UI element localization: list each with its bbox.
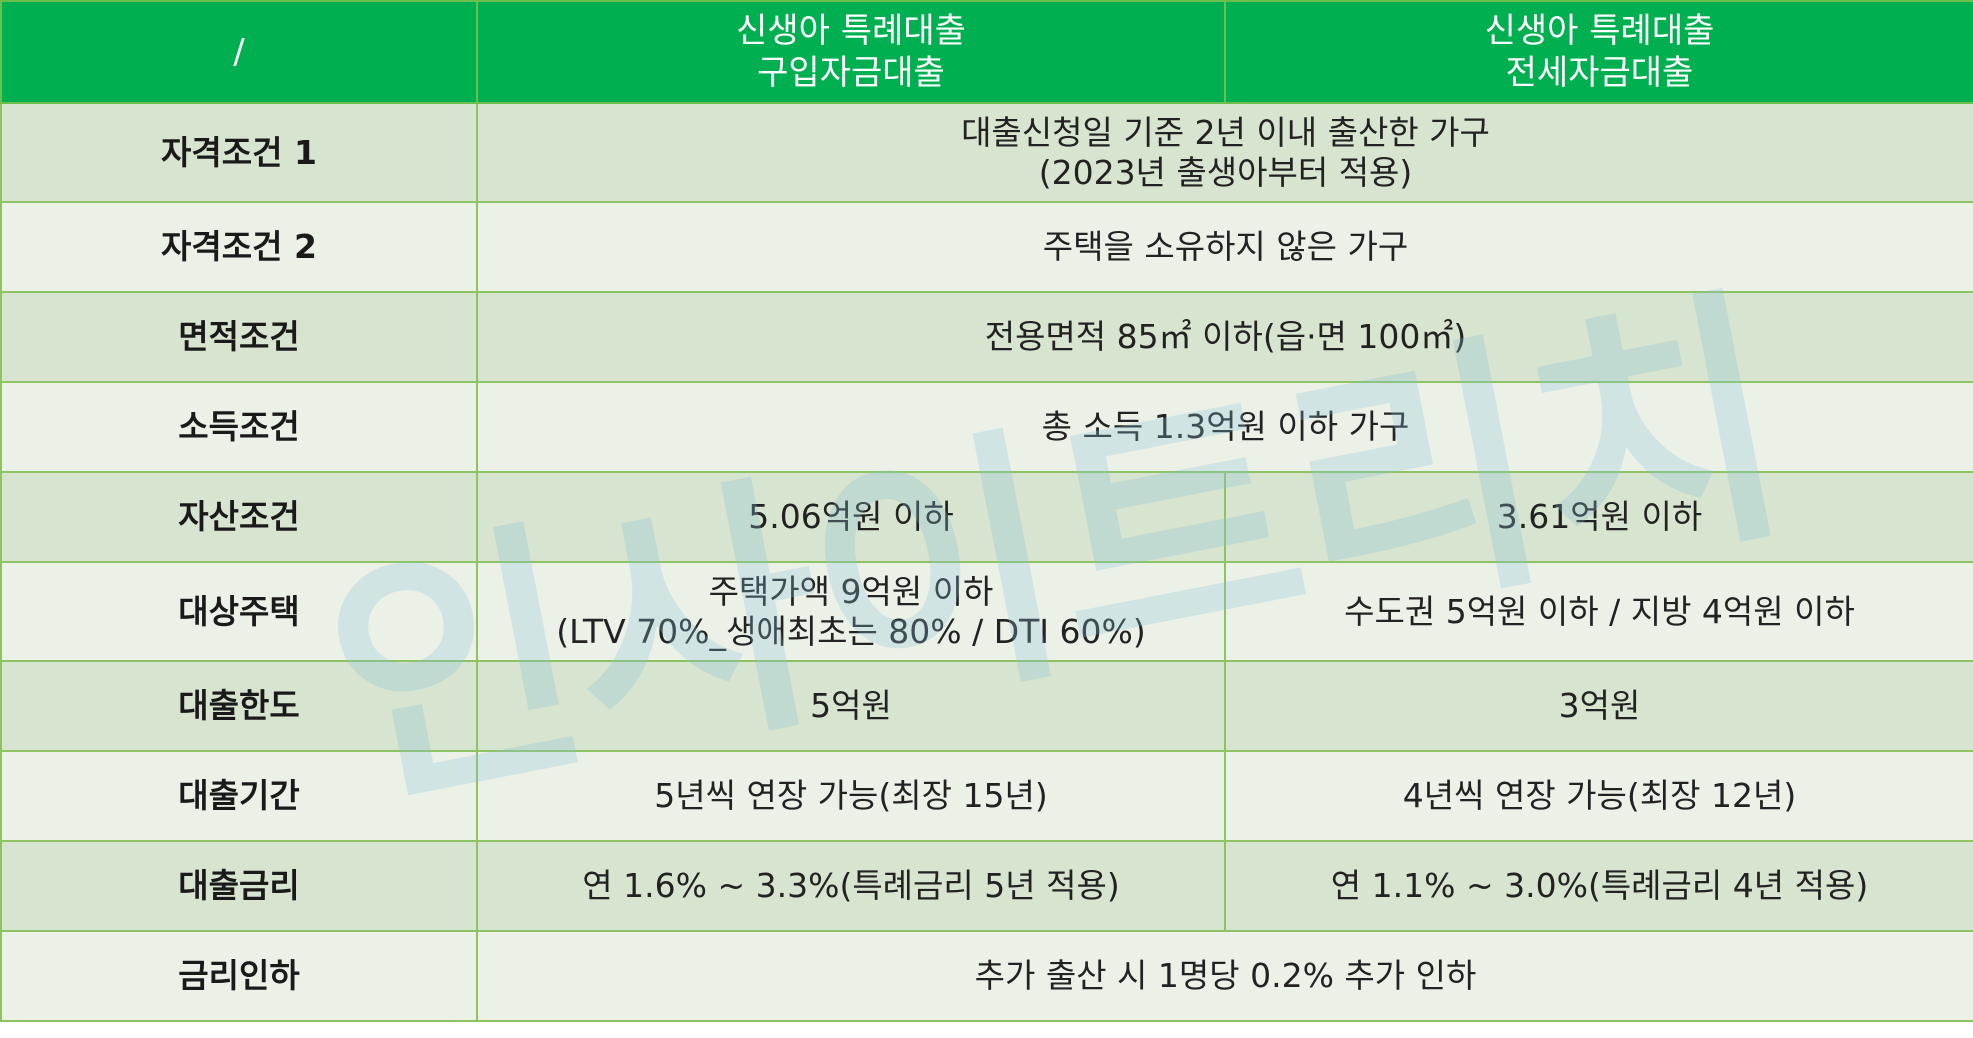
table-header: / 신생아 특례대출 구입자금대출 신생아 특례대출 전세자금대출 (0, 0, 1973, 104)
header-lease-line-1: 신생아 특례대출 (1484, 11, 1715, 51)
row-label: 대상주택 (0, 561, 478, 662)
row-label: 대출금리 (0, 840, 478, 932)
rate-purchase-value: 연 1.6% ~ 3.3%(특례금리 5년 적용) (476, 840, 1226, 932)
header-row: / 신생아 특례대출 구입자금대출 신생아 특례대출 전세자금대출 (0, 0, 1973, 104)
table-row-target-housing: 대상주택 주택가액 9억원 이하 (LTV 70%_생애최초는 80% / DT… (0, 561, 1973, 662)
row-label: 금리인하 (0, 930, 478, 1022)
qualification-1-line-2: (2023년 출생아부터 적용) (1038, 152, 1413, 192)
header-corner-cell: / (0, 0, 478, 104)
table-row-rate-cut: 금리인하 추가 출산 시 1명당 0.2% 추가 인하 (0, 930, 1973, 1022)
asset-lease-value: 3.61억원 이하 (1224, 471, 1973, 563)
table-row-loan-period: 대출기간 5년씩 연장 가능(최장 15년) 4년씩 연장 가능(최장 12년) (0, 750, 1973, 842)
target-purchase-value: 주택가액 9억원 이하 (LTV 70%_생애최초는 80% / DTI 60%… (476, 561, 1226, 662)
table-row-interest-rate: 대출금리 연 1.6% ~ 3.3%(특례금리 5년 적용) 연 1.1% ~ … (0, 840, 1973, 932)
header-purchase-line-2: 구입자금대출 (757, 53, 945, 93)
rate-lease-value: 연 1.1% ~ 3.0%(특례금리 4년 적용) (1224, 840, 1973, 932)
limit-purchase-value: 5억원 (476, 660, 1226, 752)
header-lease-loan: 신생아 특례대출 전세자금대출 (1224, 0, 1973, 104)
table-body: 자격조건 1 대출신청일 기준 2년 이내 출산한 가구 (2023년 출생아부… (0, 102, 1973, 1022)
row-label: 자격조건 1 (0, 102, 478, 203)
period-lease-value: 4년씩 연장 가능(최장 12년) (1224, 750, 1973, 842)
target-lease-value: 수도권 5억원 이하 / 지방 4억원 이하 (1224, 561, 1973, 662)
target-purchase-line-1: 주택가액 9억원 이하 (708, 571, 994, 611)
table-row-area: 면적조건 전용면적 85㎡ 이하(읍·면 100㎡) (0, 291, 1973, 383)
qualification-2-value: 주택을 소유하지 않은 가구 (476, 201, 1973, 293)
limit-lease-value: 3억원 (1224, 660, 1973, 752)
income-value: 총 소득 1.3억원 이하 가구 (476, 381, 1973, 473)
table-row-qualification-1: 자격조건 1 대출신청일 기준 2년 이내 출산한 가구 (2023년 출생아부… (0, 102, 1973, 203)
row-label: 면적조건 (0, 291, 478, 383)
row-label: 소득조건 (0, 381, 478, 473)
rate-cut-value: 추가 출산 시 1명당 0.2% 추가 인하 (476, 930, 1973, 1022)
period-purchase-value: 5년씩 연장 가능(최장 15년) (476, 750, 1226, 842)
table-row-asset: 자산조건 5.06억원 이하 3.61억원 이하 (0, 471, 1973, 563)
row-label: 대출기간 (0, 750, 478, 842)
header-purchase-loan: 신생아 특례대출 구입자금대출 (476, 0, 1226, 104)
header-lease-line-2: 전세자금대출 (1505, 53, 1694, 93)
asset-purchase-value: 5.06억원 이하 (476, 471, 1226, 563)
qualification-1-value: 대출신청일 기준 2년 이내 출산한 가구 (2023년 출생아부터 적용) (476, 102, 1973, 203)
table-row-loan-limit: 대출한도 5억원 3억원 (0, 660, 1973, 752)
table-row-income: 소득조건 총 소득 1.3억원 이하 가구 (0, 381, 1973, 473)
qualification-1-line-1: 대출신청일 기준 2년 이내 출산한 가구 (961, 112, 1490, 152)
row-label: 자격조건 2 (0, 201, 478, 293)
header-purchase-line-1: 신생아 특례대출 (736, 11, 966, 51)
table-row-qualification-2: 자격조건 2 주택을 소유하지 않은 가구 (0, 201, 1973, 293)
area-value: 전용면적 85㎡ 이하(읍·면 100㎡) (476, 291, 1973, 383)
target-purchase-line-2: (LTV 70%_생애최초는 80% / DTI 60%) (556, 611, 1146, 651)
row-label: 대출한도 (0, 660, 478, 752)
row-label: 자산조건 (0, 471, 478, 563)
